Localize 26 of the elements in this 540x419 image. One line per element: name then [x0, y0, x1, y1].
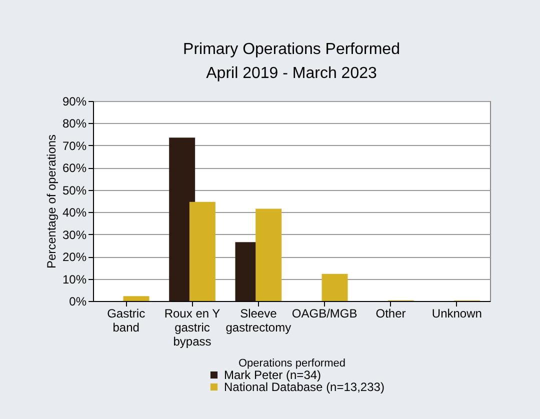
chart-title: Primary Operations Performed: [183, 41, 400, 58]
y-axis-title: Percentage of operations: [44, 134, 58, 269]
y-tick-label: 40%: [62, 206, 87, 220]
x-tick-label: OAGB/MGB: [292, 306, 358, 320]
y-tick-label: 60%: [62, 161, 87, 176]
x-tick-label: Other: [376, 306, 406, 320]
x-tick-label: Roux en Y gastric bypass: [164, 306, 220, 348]
y-tick-label: 10%: [62, 272, 87, 286]
bar: [123, 296, 150, 301]
y-tick-label: 30%: [62, 228, 87, 242]
y-tick-label: 50%: [62, 183, 87, 198]
legend-label: National Database (n=13,233): [224, 380, 384, 394]
x-axis-title: Operations performed: [238, 358, 346, 370]
chart-subtitle: April 2019 - March 2023: [206, 65, 377, 82]
y-tick-label: 80%: [62, 116, 87, 131]
x-tick-label: Gastric band: [107, 306, 146, 334]
x-tick-label: Sleeve gastrectomy: [226, 306, 292, 334]
x-tick-label: Unknown: [432, 306, 482, 320]
bar: [189, 202, 216, 301]
bar: [256, 208, 282, 301]
y-tick-label: 70%: [62, 138, 87, 153]
y-tick-label: 90%: [62, 94, 87, 108]
legend-label: Mark Peter (n=34): [224, 368, 322, 382]
bar: [322, 274, 348, 301]
y-tick-label: 20%: [62, 250, 87, 264]
y-tick-label: 0%: [69, 294, 87, 308]
